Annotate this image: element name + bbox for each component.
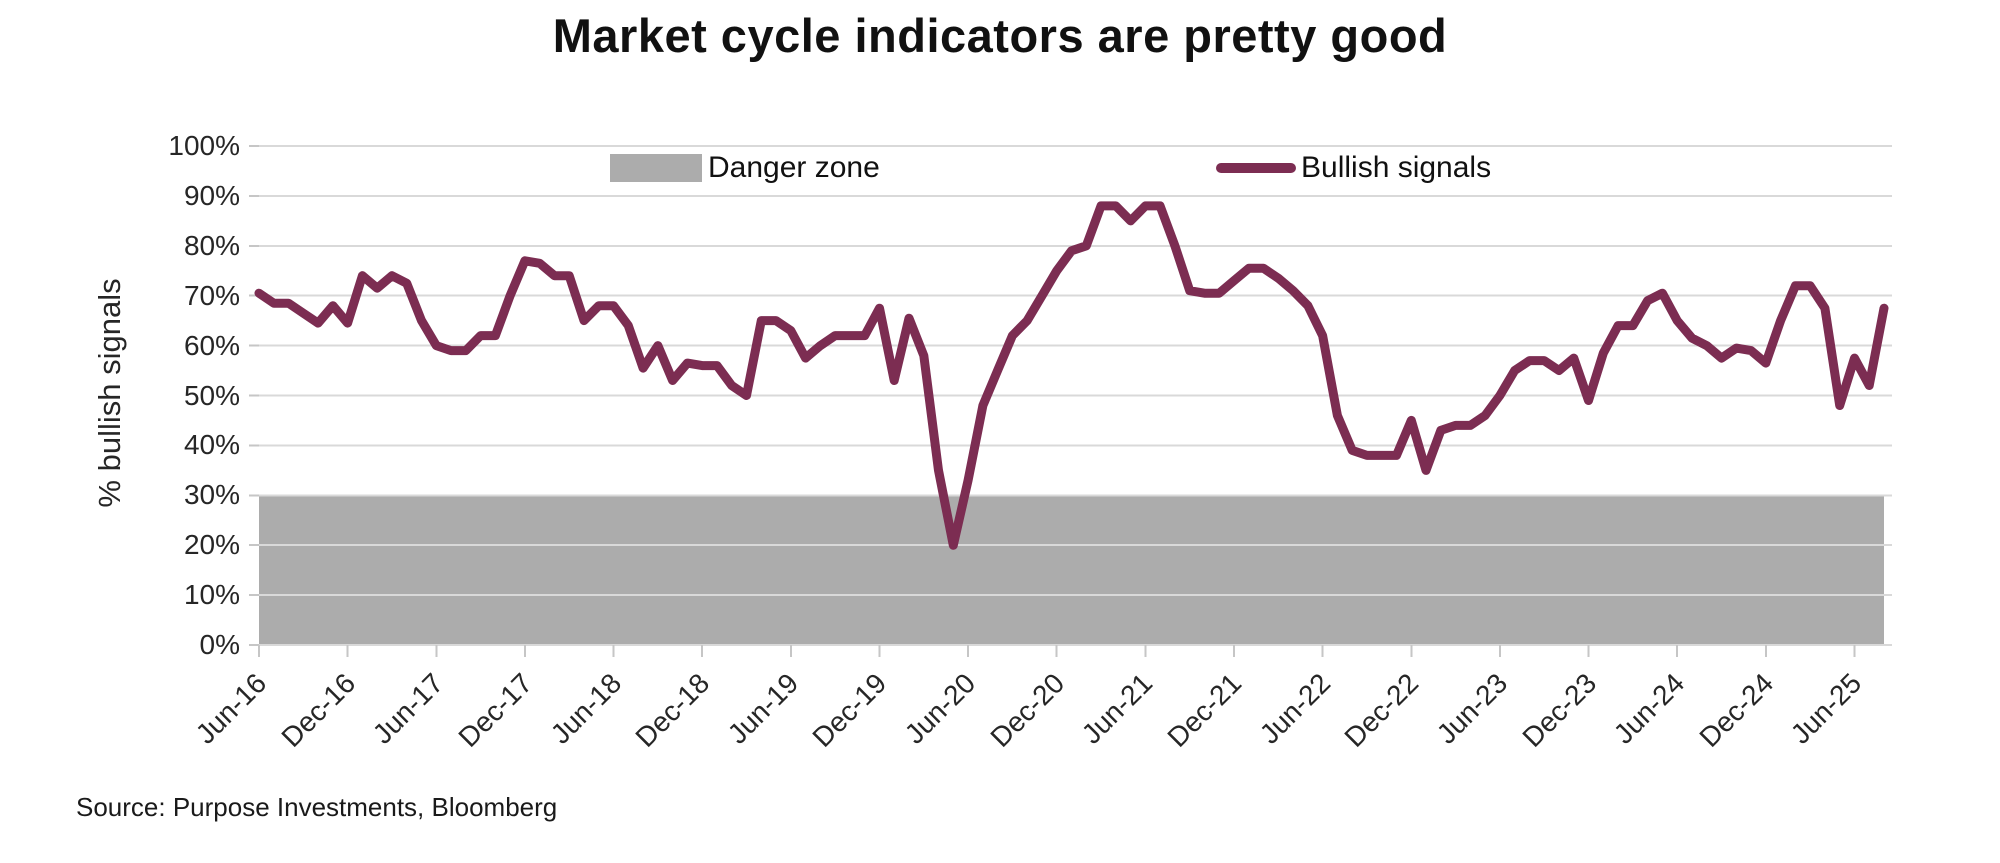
danger-zone-band <box>259 495 1884 645</box>
legend-item-danger-zone: Danger zone <box>610 151 880 185</box>
legend-item-bullish-signals: Bullish signals <box>1216 151 1491 185</box>
y-tick-label: 60% <box>183 329 240 361</box>
bullish-signals-line <box>254 201 1889 550</box>
y-tick-label: 20% <box>183 529 240 561</box>
legend-label-danger-zone: Danger zone <box>708 151 880 184</box>
y-tick-label: 0% <box>199 629 240 660</box>
y-tick-label: 30% <box>183 479 240 511</box>
chart-title: Market cycle indicators are pretty good <box>552 9 1448 62</box>
danger-zone-swatch <box>610 154 702 182</box>
source-note: Source: Purpose Investments, Bloomberg <box>76 792 558 822</box>
y-tick-label: 90% <box>183 179 240 211</box>
y-tick-label: 40% <box>183 429 240 461</box>
y-tick-label: 10% <box>183 579 240 611</box>
y-tick-label: 80% <box>183 229 240 261</box>
y-tick-label: 70% <box>183 279 240 311</box>
y-tick-label: 50% <box>183 379 240 411</box>
bullish-signals-swatch <box>1216 163 1296 173</box>
legend-label-bullish-signals: Bullish signals <box>1301 151 1492 184</box>
y-tick-label: 100% <box>168 130 240 161</box>
